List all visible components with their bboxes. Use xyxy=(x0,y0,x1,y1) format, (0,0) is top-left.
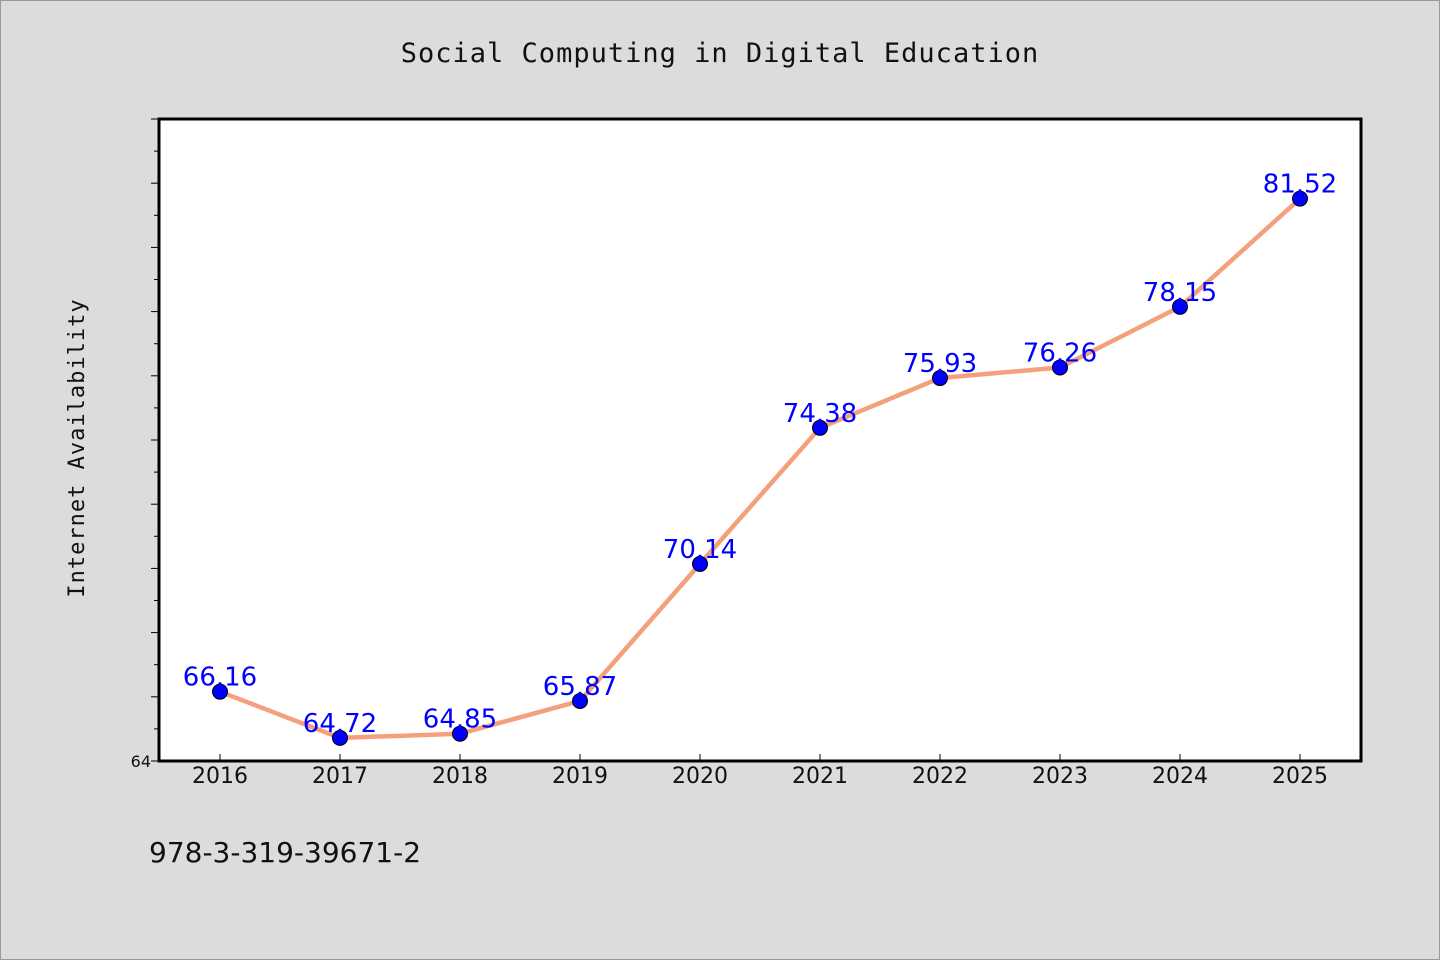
x-tick-label: 2017 xyxy=(312,764,368,789)
y-tick-label: 64 xyxy=(131,752,151,771)
data-point xyxy=(812,419,828,436)
data-point xyxy=(1292,190,1308,207)
data-label: 81.52 xyxy=(1263,170,1337,200)
data-label: 78.15 xyxy=(1143,278,1217,308)
x-tick-label: 2019 xyxy=(552,764,608,789)
data-point xyxy=(452,725,468,742)
data-point xyxy=(332,729,348,746)
data-point xyxy=(572,692,588,709)
x-tick-label: 2024 xyxy=(1152,764,1208,789)
data-label: 65.87 xyxy=(543,672,617,702)
data-label: 66.16 xyxy=(183,663,257,693)
x-tick-label: 2018 xyxy=(432,764,488,789)
data-point xyxy=(932,370,948,387)
data-point xyxy=(1052,359,1068,376)
x-tick-label: 2016 xyxy=(192,764,248,789)
data-label: 64.85 xyxy=(423,705,497,735)
series-line xyxy=(217,196,1303,741)
plot-area xyxy=(159,119,1361,761)
plot-frame xyxy=(157,117,1363,763)
isbn-text: 978-3-319-39671-2 xyxy=(149,836,421,869)
series-markers xyxy=(212,190,1308,746)
data-label: 74.38 xyxy=(783,399,857,429)
x-tick-label: 2022 xyxy=(912,764,968,789)
data-label: 75.93 xyxy=(903,349,977,379)
data-point xyxy=(212,683,228,700)
data-point xyxy=(1172,298,1188,315)
data-label: 76.26 xyxy=(1023,338,1097,368)
y-axis-label: Internet Availability xyxy=(65,298,90,597)
data-label: 64.72 xyxy=(303,709,377,739)
x-tick-label: 2020 xyxy=(672,764,728,789)
data-label: 70.14 xyxy=(663,535,737,565)
x-tick-label: 2023 xyxy=(1032,764,1088,789)
data-point xyxy=(692,555,708,572)
x-axis-tick-labels: 2016 2017 2018 2019 2020 2021 2022 2023 2024 2025 xyxy=(192,764,1328,789)
data-labels: 66.16 64.72 64.85 65.87 70.14 74.38 75.93 76.26… xyxy=(183,170,1337,739)
chart-title: Social Computing in Digital Education xyxy=(401,38,1039,69)
x-tick-label: 2021 xyxy=(792,764,848,789)
x-tick-label: 2025 xyxy=(1272,764,1328,789)
y-axis-tick-labels: 64 xyxy=(131,752,151,771)
